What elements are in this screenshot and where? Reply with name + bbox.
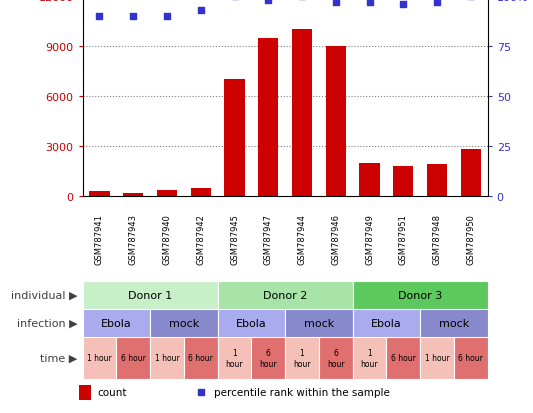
Text: GSM787948: GSM787948 (433, 214, 441, 264)
Bar (123, 193, 143, 197)
Bar (83, 281, 217, 309)
Text: 6
hour: 6 hour (260, 348, 277, 368)
Text: 6
hour: 6 hour (327, 348, 345, 368)
Text: count: count (98, 387, 127, 397)
Bar (116, 337, 150, 379)
Text: mock: mock (169, 318, 199, 328)
Point (129, 14, 138, 20)
Text: time ▶: time ▶ (40, 353, 77, 363)
Point (399, 2, 408, 8)
Bar (393, 166, 414, 197)
Bar (461, 150, 481, 197)
Text: 1 hour: 1 hour (425, 354, 449, 363)
Text: infection ▶: infection ▶ (17, 318, 77, 328)
Bar (217, 281, 353, 309)
Bar (224, 80, 245, 197)
Text: 6 hour: 6 hour (121, 354, 146, 363)
Text: GSM787950: GSM787950 (466, 214, 475, 264)
Text: GSM787941: GSM787941 (95, 214, 104, 264)
Text: mock: mock (304, 318, 334, 328)
Bar (150, 337, 184, 379)
Bar (353, 337, 386, 379)
Text: 1 hour: 1 hour (87, 354, 112, 363)
Text: 6 hour: 6 hour (391, 354, 416, 363)
Bar (285, 337, 319, 379)
Text: 1 hour: 1 hour (155, 354, 180, 363)
Bar (285, 309, 353, 337)
Text: GSM787947: GSM787947 (264, 214, 273, 264)
Bar (217, 337, 252, 379)
Text: GSM787951: GSM787951 (399, 214, 408, 264)
Text: GSM787946: GSM787946 (332, 214, 340, 264)
Point (95, 14, 104, 20)
Bar (191, 188, 211, 197)
Bar (157, 190, 177, 197)
Bar (83, 309, 150, 337)
Text: GSM787944: GSM787944 (297, 214, 306, 264)
Bar (252, 337, 285, 379)
Text: 1
hour: 1 hour (293, 348, 311, 368)
Bar (90, 191, 110, 197)
Bar (258, 38, 278, 197)
Text: Donor 2: Donor 2 (263, 290, 308, 300)
Text: percentile rank within the sample: percentile rank within the sample (214, 387, 390, 397)
Text: Donor 3: Donor 3 (398, 290, 442, 300)
Text: mock: mock (439, 318, 469, 328)
Text: 6 hour: 6 hour (458, 354, 483, 363)
Point (197, 7, 205, 14)
Text: 1
hour: 1 hour (225, 348, 244, 368)
Bar (79, 385, 91, 400)
Bar (83, 337, 116, 379)
Bar (353, 281, 488, 309)
Text: GSM787945: GSM787945 (230, 214, 239, 264)
Text: GSM787942: GSM787942 (196, 214, 205, 264)
Text: GSM787940: GSM787940 (163, 214, 172, 264)
Text: 1
hour: 1 hour (361, 348, 378, 368)
Bar (150, 309, 217, 337)
Point (365, 0, 374, 6)
Text: Ebola: Ebola (371, 318, 402, 328)
Bar (386, 337, 420, 379)
Bar (359, 163, 379, 197)
Text: 6 hour: 6 hour (188, 354, 213, 363)
Bar (319, 337, 353, 379)
Bar (326, 47, 346, 197)
Point (264, 0, 272, 4)
Bar (454, 337, 488, 379)
Bar (217, 309, 285, 337)
Point (196, 389, 205, 396)
Bar (292, 30, 312, 197)
Text: individual ▶: individual ▶ (11, 290, 77, 300)
Text: Ebola: Ebola (101, 318, 132, 328)
Bar (420, 337, 454, 379)
Bar (184, 337, 217, 379)
Point (332, 0, 340, 6)
Bar (420, 309, 488, 337)
Bar (427, 165, 447, 197)
Text: GSM787949: GSM787949 (365, 214, 374, 264)
Bar (353, 309, 420, 337)
Text: Donor 1: Donor 1 (128, 290, 172, 300)
Point (163, 14, 171, 20)
Point (433, 0, 441, 6)
Text: Ebola: Ebola (236, 318, 267, 328)
Text: GSM787943: GSM787943 (129, 214, 138, 264)
